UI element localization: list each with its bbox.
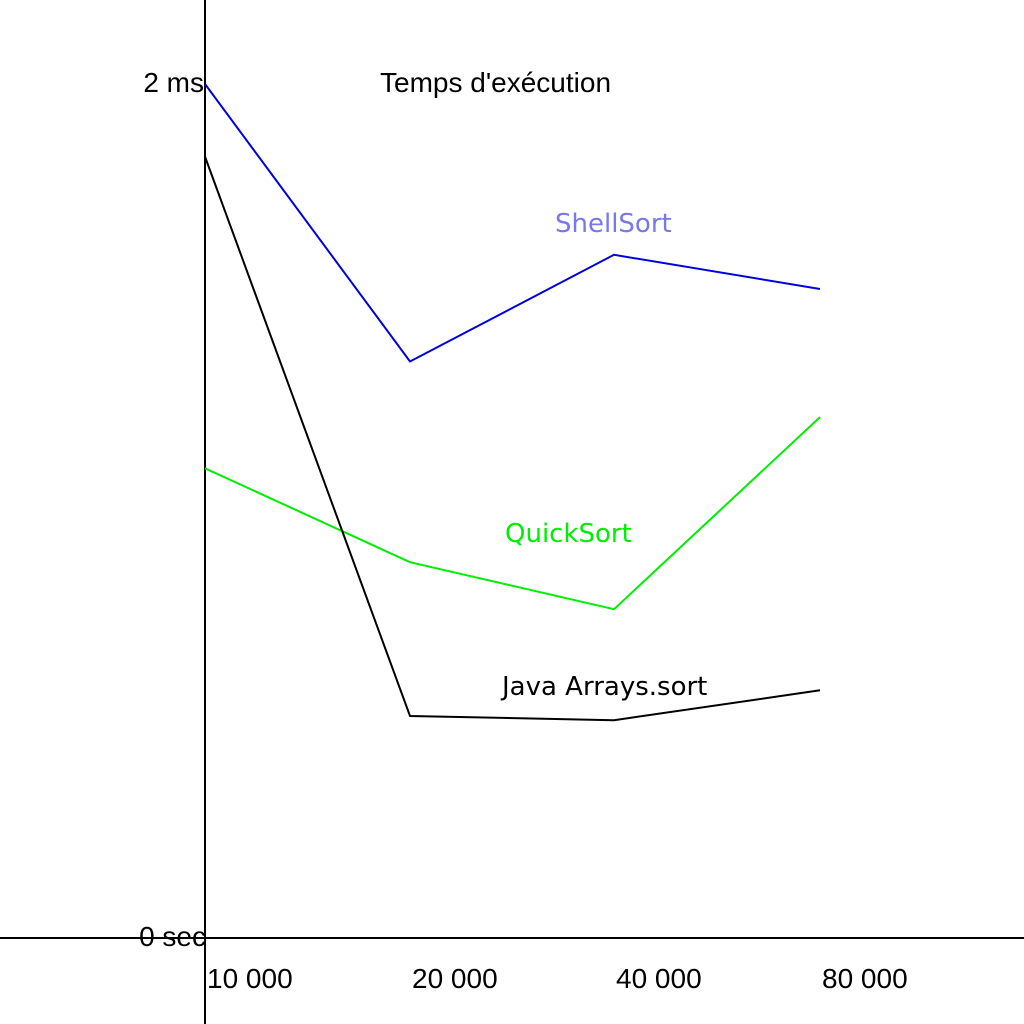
series-line-1 (204, 416, 821, 611)
series-label: Java Arrays.sort (500, 672, 707, 702)
x-tick-label: 80 000 (822, 963, 908, 994)
y-tick-label-top: 2 ms (143, 67, 204, 98)
series-line-0 (204, 83, 821, 363)
x-tick-label: 20 000 (412, 963, 498, 994)
series-label: QuickSort (505, 519, 632, 549)
series-line-2 (204, 156, 821, 722)
series-label: ShellSort (555, 209, 672, 239)
series-lines (204, 83, 821, 722)
x-tick-label: 10 000 (207, 963, 293, 994)
y-tick-label-bottom: 0 sec (139, 921, 206, 952)
x-tick-labels: 10 000 20 000 40 000 80 000 (207, 963, 908, 994)
series-labels: ShellSort QuickSort Java Arrays.sort (500, 209, 707, 702)
x-tick-label: 40 000 (616, 963, 702, 994)
chart-title: Temps d'exécution (380, 67, 611, 98)
